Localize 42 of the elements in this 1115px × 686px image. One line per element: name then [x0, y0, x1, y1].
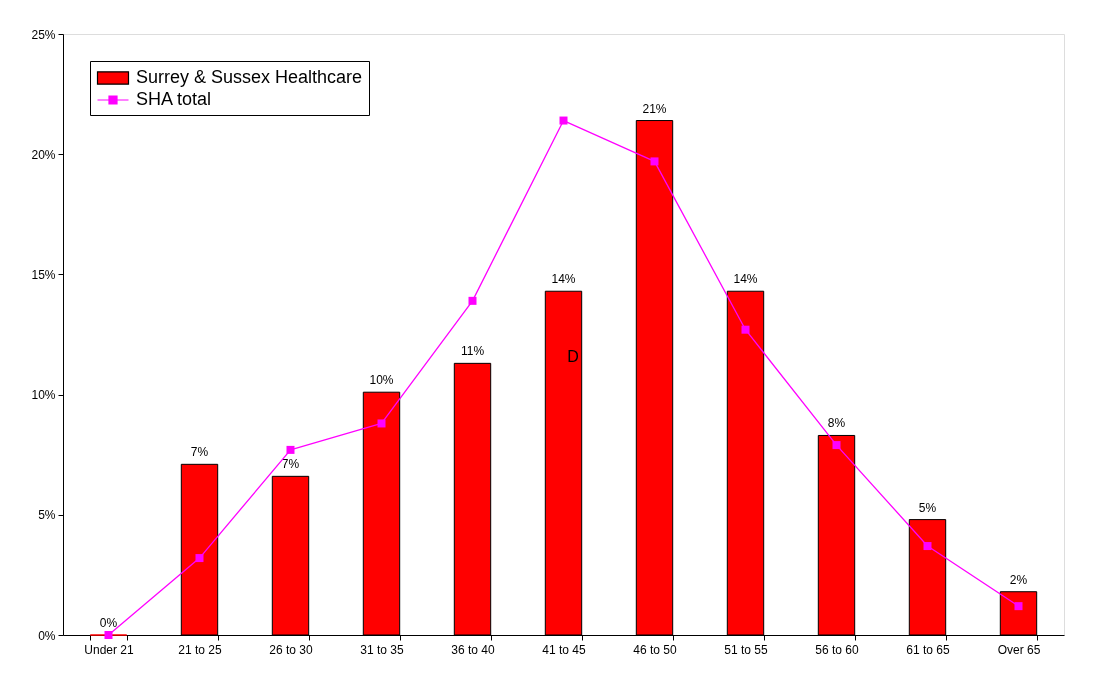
- x-tick-label: 41 to 45: [542, 642, 587, 657]
- data-label: 14%: [733, 272, 758, 287]
- data-label: 7%: [281, 457, 300, 472]
- x-tick-label: 21 to 25: [178, 642, 223, 657]
- x-tick-label: 31 to 35: [360, 642, 405, 657]
- data-label: 7%: [190, 445, 209, 460]
- x-tick-label: Over 65: [997, 642, 1041, 657]
- x-tick-label: 61 to 65: [906, 642, 951, 657]
- y-tick-label: 0%: [38, 628, 56, 643]
- annotation: D: [567, 348, 579, 365]
- point: [104, 631, 113, 639]
- point: [650, 157, 659, 166]
- point: [195, 554, 204, 563]
- data-label: 2%: [1009, 572, 1028, 587]
- x-tick-label: 51 to 55: [724, 642, 769, 657]
- point: [468, 296, 477, 305]
- point: [286, 445, 295, 454]
- point: [1014, 602, 1023, 611]
- x-tick-label: 46 to 50: [633, 642, 678, 657]
- y-tick-label: 15%: [31, 267, 56, 282]
- x-tick-label: 36 to 40: [451, 642, 496, 657]
- point: [559, 116, 568, 125]
- y-tick-label: 20%: [31, 147, 56, 162]
- data-label: 14%: [551, 272, 576, 287]
- data-label: 0%: [99, 616, 118, 630]
- data-label: 10%: [369, 373, 394, 388]
- data-label: 5%: [918, 500, 937, 515]
- y-tick-label: 5%: [38, 508, 56, 523]
- x-tick-label: Under 21: [84, 642, 134, 657]
- legend-label: SHA total: [136, 89, 212, 109]
- point: [377, 419, 386, 428]
- data-label: 11%: [460, 344, 485, 359]
- point: [923, 542, 932, 551]
- y-tick-label: 10%: [31, 388, 56, 403]
- legend-label: Surrey & Sussex Healthcare: [136, 67, 363, 87]
- y-tick-label: 25%: [31, 27, 56, 42]
- data-label: 8%: [827, 416, 846, 431]
- point: [741, 325, 750, 334]
- point: [832, 441, 841, 450]
- data-label: 21%: [642, 101, 667, 116]
- x-tick-label: 56 to 60: [815, 642, 860, 657]
- x-tick-label: 26 to 30: [269, 642, 314, 657]
